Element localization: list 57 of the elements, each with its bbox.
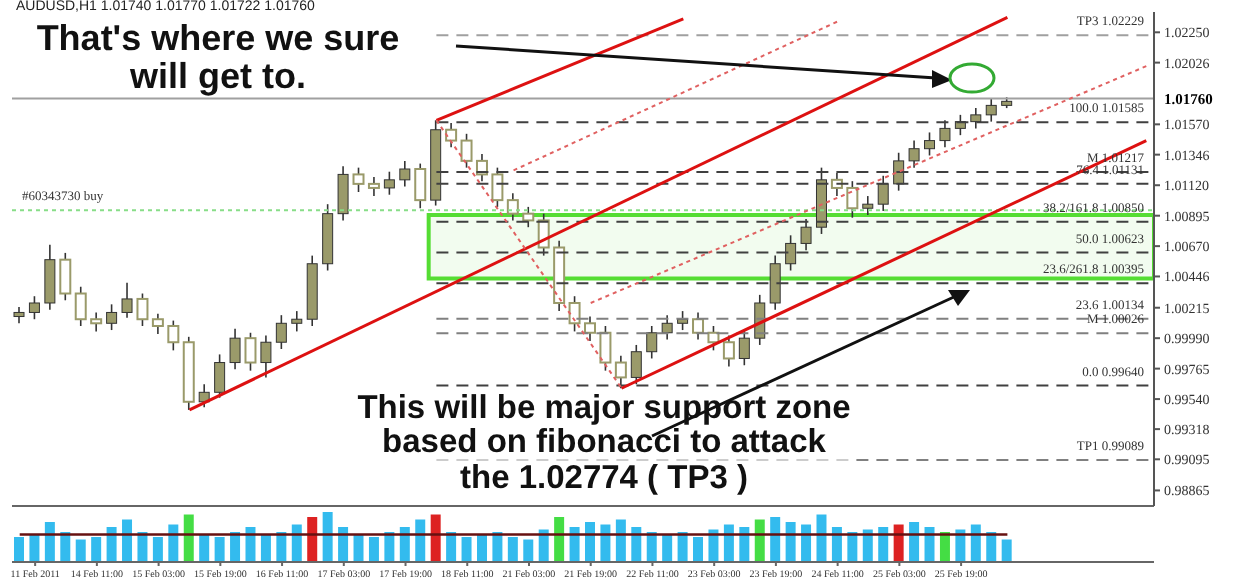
bar	[29, 534, 40, 562]
bar	[770, 517, 781, 562]
bar	[909, 522, 920, 562]
candlestick	[738, 329, 750, 367]
candlestick	[785, 234, 797, 272]
bar	[44, 522, 55, 562]
bar	[662, 534, 673, 562]
candlestick	[214, 353, 226, 399]
bar	[214, 537, 225, 562]
candlestick	[399, 160, 411, 188]
candlestick	[970, 107, 982, 130]
bar	[785, 522, 796, 562]
bar	[91, 537, 102, 562]
bar	[14, 537, 24, 562]
candlestick	[800, 218, 812, 251]
bar	[461, 537, 472, 562]
candlestick	[661, 314, 673, 341]
candlestick	[275, 314, 287, 350]
bar	[507, 537, 518, 562]
bar	[353, 534, 364, 562]
bar	[199, 534, 210, 562]
candlestick	[106, 303, 118, 331]
bar	[816, 514, 827, 562]
candlestick	[445, 122, 458, 149]
bar	[430, 514, 441, 562]
bar	[183, 514, 194, 562]
candlestick	[28, 295, 40, 321]
bar	[554, 517, 565, 562]
bar	[693, 537, 704, 562]
bar	[152, 537, 163, 562]
annotation: That's where we sure will get to.	[34, 18, 402, 96]
bar	[307, 517, 318, 562]
bar	[523, 539, 534, 562]
candlestick	[722, 334, 735, 368]
candlestick	[260, 334, 272, 379]
candlestick	[985, 97, 997, 123]
candlestick	[924, 131, 936, 157]
candlestick	[862, 195, 874, 216]
candlestick	[908, 139, 920, 169]
bar	[368, 537, 379, 562]
candlestick	[599, 325, 612, 372]
bar	[476, 534, 487, 562]
bar	[75, 539, 86, 562]
bar	[1001, 539, 1012, 562]
candlestick	[383, 170, 395, 196]
candlestick	[939, 119, 951, 149]
bar	[260, 534, 271, 562]
candlestick	[337, 165, 349, 222]
bar	[585, 522, 595, 562]
bar	[322, 512, 333, 562]
candlestick	[769, 254, 781, 311]
candlestick	[614, 354, 627, 390]
candlestick	[414, 162, 427, 210]
candlestick	[630, 344, 642, 385]
candlestick	[646, 325, 658, 360]
candlestick	[877, 174, 889, 212]
candlestick	[291, 310, 303, 333]
